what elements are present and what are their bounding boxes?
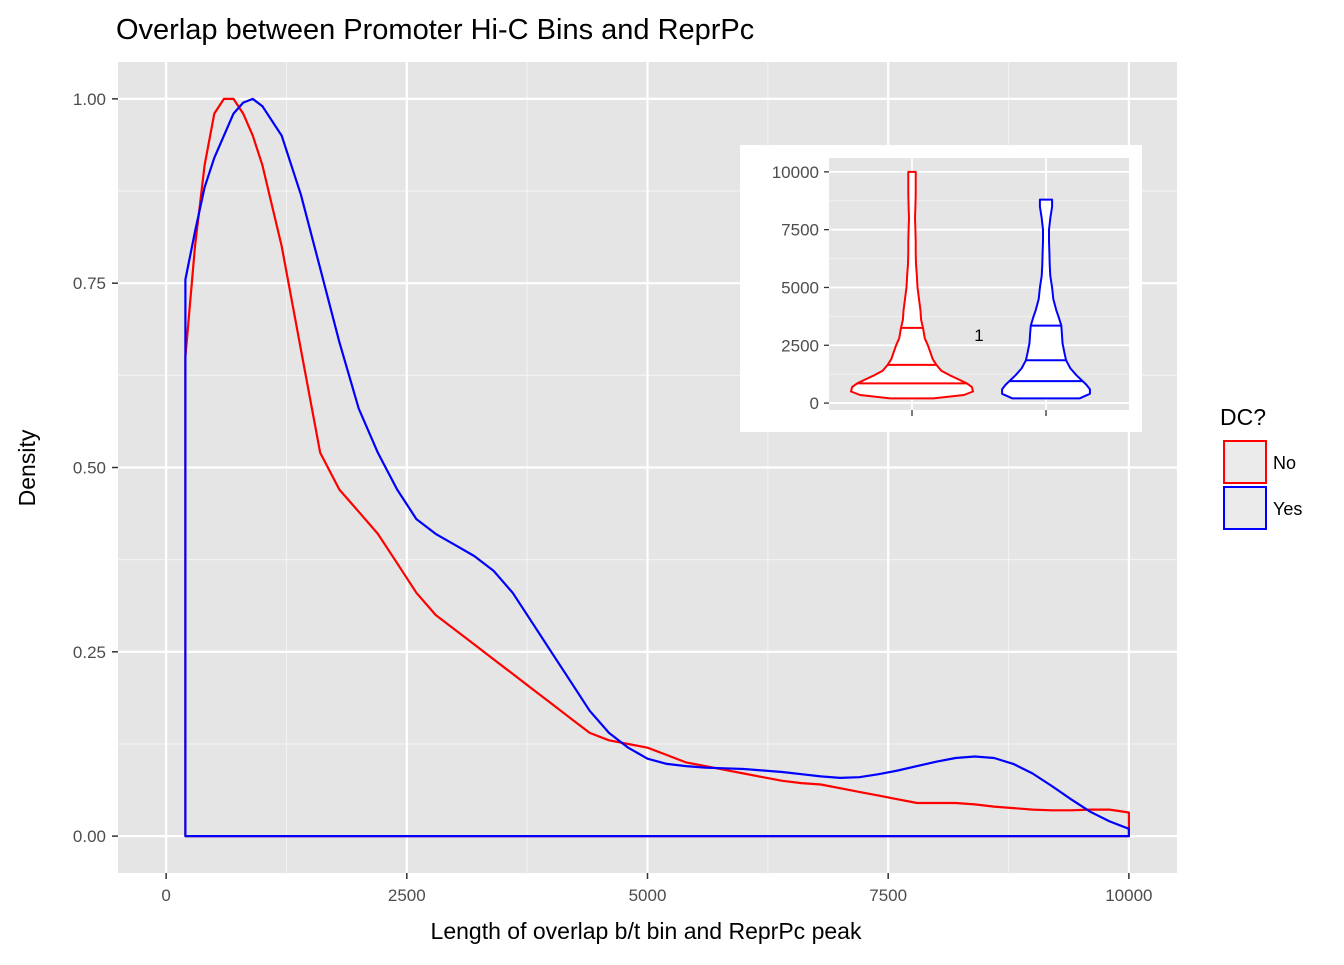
inset-y-tick-label: 2500 (781, 336, 819, 355)
violin-no (850, 170, 974, 400)
y-axis: 0.00 0.25 0.50 0.75 1.00 (73, 90, 118, 846)
x-axis-title: Length of overlap b/t bin and ReprPc pea… (431, 918, 862, 944)
legend: DC? No Yes (1220, 404, 1302, 530)
violin-inset: 0 2500 5000 7500 10000 1 (740, 145, 1142, 432)
chart-title: Overlap between Promoter Hi-C Bins and R… (116, 14, 754, 46)
x-tick-label: 5000 (629, 886, 667, 905)
inset-y-tick-label: 7500 (781, 221, 819, 240)
y-axis-title: Density (14, 429, 40, 506)
legend-key-no (1223, 440, 1267, 484)
x-tick-label: 2500 (388, 886, 426, 905)
y-tick-label: 0.75 (73, 274, 106, 293)
legend-label-no: No (1273, 453, 1296, 473)
density-series (184, 97, 1130, 838)
x-tick-label: 7500 (869, 886, 907, 905)
inset-y-tick-label: 10000 (772, 163, 819, 182)
y-tick-label: 1.00 (73, 90, 106, 109)
inset-annotation: 1 (974, 326, 983, 345)
x-tick-label: 10000 (1105, 886, 1152, 905)
x-axis: 0 2500 5000 7500 10000 (161, 873, 1153, 905)
x-tick-label: 0 (161, 886, 170, 905)
y-tick-label: 0.50 (73, 459, 106, 478)
y-tick-label: 0.00 (73, 827, 106, 846)
inset-panel (829, 158, 1129, 410)
legend-title: DC? (1220, 404, 1266, 430)
y-tick-label: 0.25 (73, 643, 106, 662)
inset-y-tick-label: 5000 (781, 278, 819, 297)
legend-label-yes: Yes (1273, 499, 1302, 519)
legend-key-yes (1223, 486, 1267, 530)
density-line-no (184, 97, 1130, 838)
inset-y-tick-label: 0 (810, 394, 819, 413)
density-line-yes (184, 97, 1130, 838)
